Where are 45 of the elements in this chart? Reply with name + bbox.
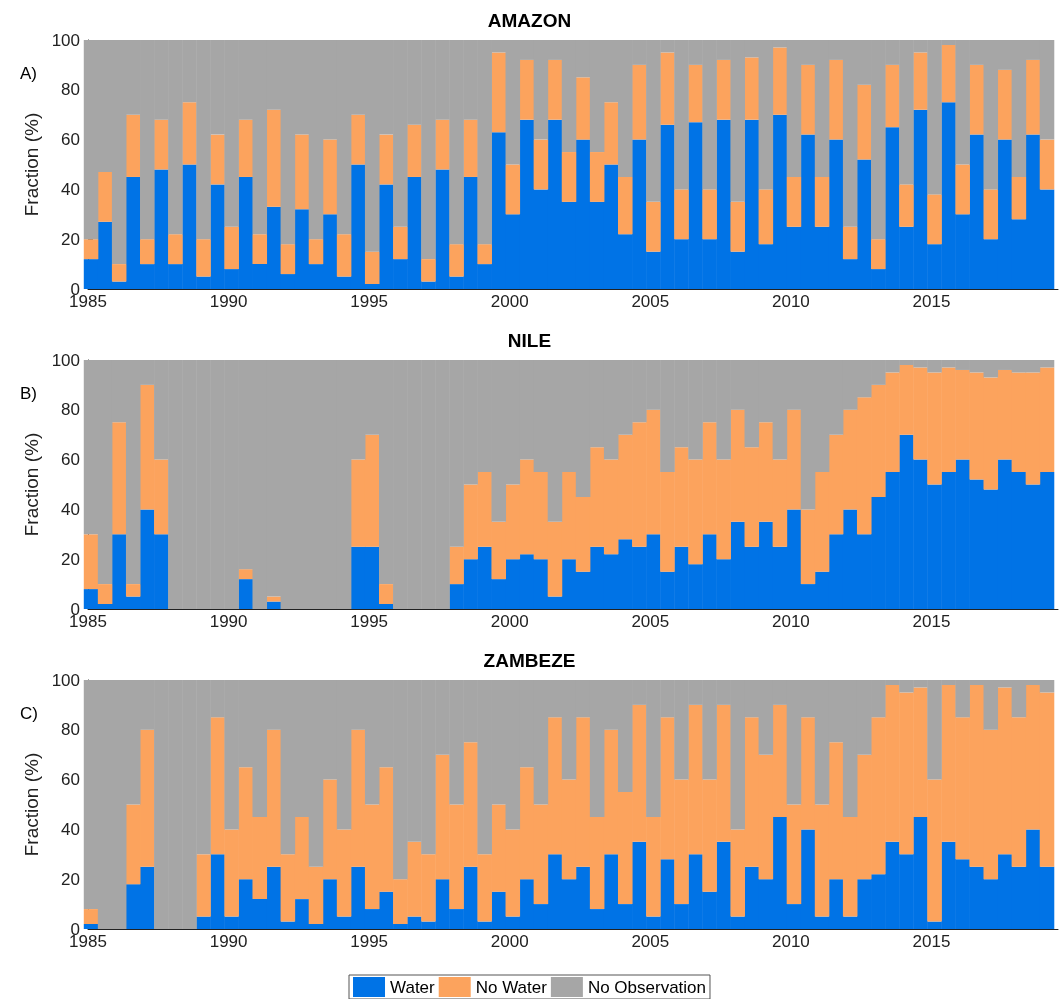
- x-tick-label: 1995: [350, 292, 389, 311]
- x-tick-label: 1990: [209, 612, 248, 631]
- x-tick-label: 2000: [490, 932, 529, 951]
- y-axis-title: Fraction (%): [20, 752, 42, 857]
- x-tick-label: 2010: [771, 932, 810, 951]
- y-tick-label: 100: [51, 350, 80, 370]
- chart-title: NILE: [507, 330, 552, 351]
- chart-title: AMAZON: [487, 10, 572, 31]
- y-tick-label: 80: [61, 80, 80, 100]
- y-tick-label: 20: [61, 869, 80, 889]
- y-tick-label: 80: [61, 720, 80, 740]
- y-tick-label: 40: [61, 179, 80, 199]
- y-tick-label: 20: [61, 549, 80, 569]
- chart-title: ZAMBEZE: [483, 650, 576, 671]
- x-tick-label: 2005: [631, 932, 670, 951]
- x-tick-label: 2005: [631, 292, 670, 311]
- text: A): [20, 64, 37, 83]
- x-tick-label: 2015: [912, 612, 951, 631]
- y-tick-label: 40: [61, 819, 80, 839]
- x-tick-label: 1995: [350, 932, 389, 951]
- y-tick-label: 20: [61, 229, 80, 249]
- legend-label: Water: [390, 977, 436, 997]
- x-tick-label: 2000: [490, 292, 529, 311]
- text: C): [20, 704, 38, 723]
- x-tick-label: 1990: [209, 932, 248, 951]
- x-tick-label: 2015: [912, 932, 951, 951]
- y-axis-title: Fraction (%): [20, 432, 42, 537]
- y-tick-label: 80: [61, 400, 80, 420]
- y-tick-label: 60: [61, 130, 80, 150]
- x-tick-label: 2005: [631, 612, 670, 631]
- legend-label: No Water: [475, 977, 548, 997]
- x-tick-label: 1995: [350, 612, 389, 631]
- y-tick-label: 40: [61, 499, 80, 519]
- y-tick-label: 60: [61, 450, 80, 470]
- y-tick-label: 100: [51, 30, 80, 50]
- x-tick-label: 1990: [209, 292, 248, 311]
- text: B): [20, 384, 37, 403]
- x-tick-label: 2000: [490, 612, 529, 631]
- y-tick-label: 60: [61, 770, 80, 790]
- x-tick-label: 2015: [912, 292, 951, 311]
- legend-label: No Observation: [587, 977, 706, 997]
- y-tick-label: 100: [51, 670, 80, 690]
- x-tick-label: 2010: [771, 292, 810, 311]
- y-axis-title: Fraction (%): [20, 112, 42, 217]
- x-tick-label: 2010: [771, 612, 810, 631]
